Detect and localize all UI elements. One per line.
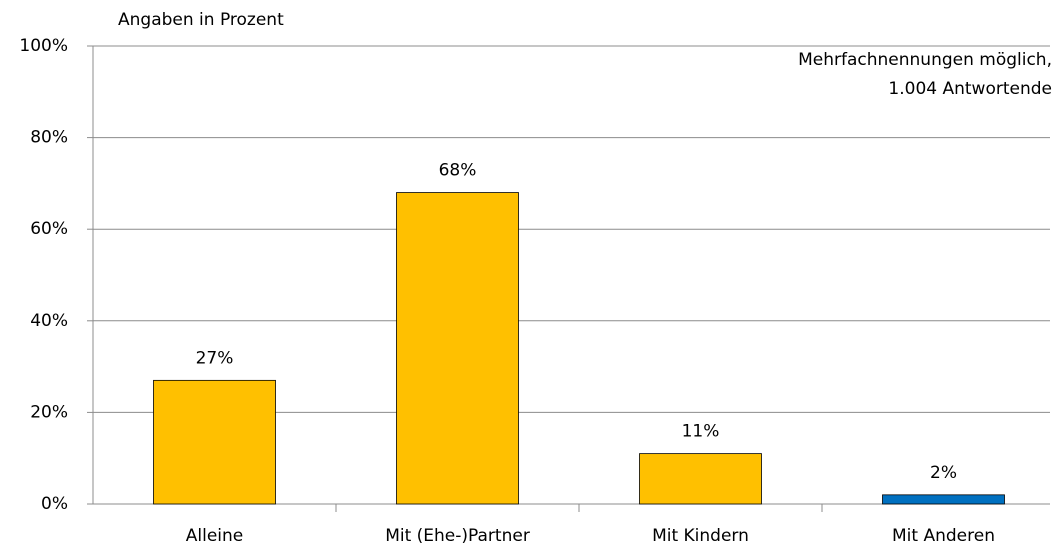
x-tick-label: Mit Anderen xyxy=(892,526,995,546)
y-tick-label: 20% xyxy=(30,402,68,422)
x-tick-label: Mit Kindern xyxy=(652,526,749,546)
x-tick-label: Mit (Ehe-)Partner xyxy=(385,526,530,546)
value-label: 2% xyxy=(930,463,957,483)
y-tick-label: 100% xyxy=(19,36,68,56)
y-tick-label: 0% xyxy=(41,494,68,514)
value-label: 68% xyxy=(439,161,477,181)
y-axis-label: Angaben in Prozent xyxy=(118,10,284,30)
bar xyxy=(153,379,276,505)
y-tick-label: 60% xyxy=(30,219,68,239)
y-tick-label: 40% xyxy=(30,311,68,331)
annotation: Mehrfachnennungen möglich, xyxy=(798,50,1052,70)
annotation: 1.004 Antwortende xyxy=(888,79,1052,99)
bar xyxy=(396,192,519,505)
x-tick-label: Alleine xyxy=(186,526,244,546)
value-label: 11% xyxy=(682,422,720,442)
value-label: 27% xyxy=(196,348,234,368)
y-tick-label: 80% xyxy=(30,128,68,148)
bar xyxy=(882,494,1005,505)
bar xyxy=(639,453,762,505)
